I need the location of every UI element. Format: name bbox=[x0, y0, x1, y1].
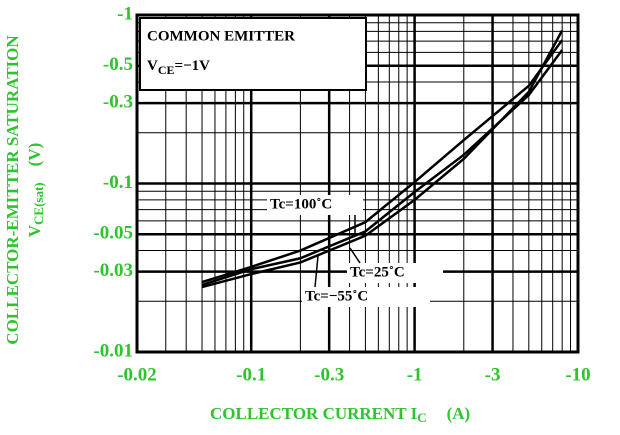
label-bg bbox=[267, 195, 363, 215]
label-bg bbox=[302, 287, 430, 307]
x-tick-label: -1 bbox=[407, 364, 423, 385]
label-bg bbox=[347, 263, 443, 283]
y-tick-label: -0.3 bbox=[103, 91, 133, 112]
plot-frame bbox=[135, 13, 580, 354]
y-tick-label: -0.05 bbox=[93, 223, 133, 244]
series-line bbox=[201, 39, 564, 284]
x-tick-label: -10 bbox=[565, 364, 590, 385]
x-tick-label: -0.1 bbox=[236, 364, 266, 385]
y-axis-label: COLLECTOR-EMITTER SATURATION bbox=[3, 35, 22, 345]
x-tick-label: -3 bbox=[485, 364, 501, 385]
x-label-unit: (A) bbox=[447, 404, 471, 423]
series-line bbox=[201, 29, 564, 289]
x-tick-label: -0.3 bbox=[314, 364, 344, 385]
y-tick-label: -1 bbox=[117, 3, 133, 24]
y-label-unit: (V) bbox=[25, 143, 44, 167]
legend-label: Tc=100˚C bbox=[270, 196, 332, 212]
y-axis-label-2: VCE(sat) (V) bbox=[25, 143, 46, 238]
legend-label: Tc=25˚C bbox=[350, 264, 405, 280]
x-label-text: COLLECTOR CURRENT I bbox=[210, 404, 418, 423]
x-axis-label: COLLECTOR CURRENT IC (A) bbox=[210, 404, 470, 425]
annotation: VCE=−1V bbox=[147, 58, 210, 76]
x-tick-label: -0.02 bbox=[117, 364, 157, 385]
y-tick-label: -0.03 bbox=[93, 260, 133, 281]
y-label-sub: CE(sat) bbox=[31, 182, 46, 225]
y-tick-label: -0.1 bbox=[103, 172, 133, 193]
x-label-sub: C bbox=[417, 410, 426, 425]
leader-line bbox=[349, 247, 361, 264]
annotation-rest: =−1V bbox=[175, 58, 211, 74]
annotation-box bbox=[139, 17, 367, 91]
annotation: COMMON EMITTER bbox=[147, 28, 295, 44]
y-tick-label: -0.01 bbox=[93, 340, 133, 361]
leader-line bbox=[314, 255, 319, 288]
y-label-v: V bbox=[25, 224, 44, 237]
annotation-v: V bbox=[147, 58, 158, 74]
annotation-sub: CE bbox=[158, 63, 175, 77]
y-tick-label: -0.5 bbox=[103, 54, 133, 75]
legend-label: Tc=−55˚C bbox=[305, 288, 368, 304]
series-line bbox=[201, 49, 564, 287]
